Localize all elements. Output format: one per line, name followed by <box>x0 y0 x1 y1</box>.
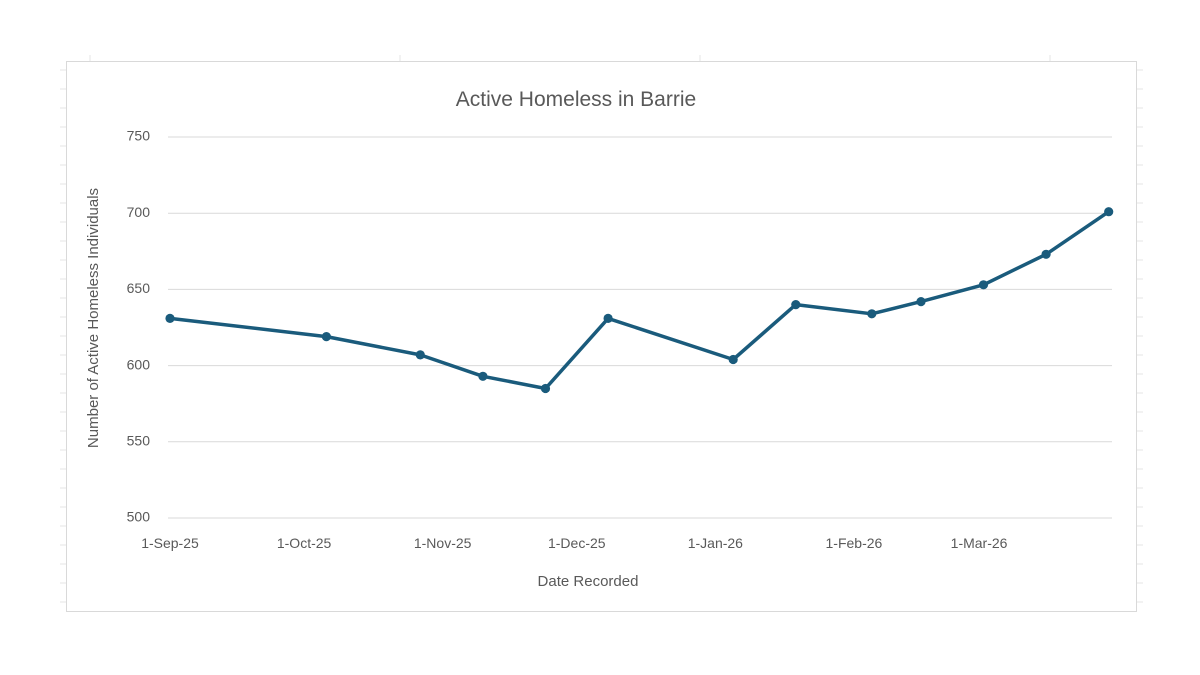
data-point-marker[interactable]: 2026-01-05: 604 <box>728 354 738 365</box>
y-tick-label: 700 <box>127 204 151 220</box>
y-axis-title: Number of Active Homeless Individuals <box>85 188 102 448</box>
y-tick-label: 600 <box>127 356 151 372</box>
data-point-marker[interactable]: 2025-10-27: 607 <box>415 350 425 360</box>
series-layer: 2025-09-01: 631 2025-10-06: 619 2025-10-27… <box>165 207 1114 394</box>
x-tick-label: 1-Jan-26 <box>688 535 743 551</box>
data-point-marker[interactable]: 2025-11-10: 593 <box>478 371 488 381</box>
spreadsheet-grid-ticks <box>60 55 1143 603</box>
data-point-marker[interactable]: 2025-10-06: 619 <box>321 332 331 342</box>
chart-title: Active Homeless in Barrie <box>456 88 696 111</box>
x-axis-title: Date Recorded <box>538 573 639 590</box>
data-point-marker[interactable]: 2026-02-16: 642 <box>916 297 926 307</box>
data-point-marker[interactable]: 2026-01-19: 640 <box>791 300 801 310</box>
series-line[interactable] <box>168 209 1111 391</box>
data-point-marker[interactable]: 2025-09-01: 631 <box>165 313 175 323</box>
y-tick-label: 550 <box>127 433 151 449</box>
data-point-marker[interactable]: 2025-11-24: 585 <box>540 383 551 394</box>
x-tick-label: 1-Dec-25 <box>548 535 606 551</box>
x-tick-label: 1-Sep-25 <box>141 535 199 551</box>
x-tick-label: 1-Nov-25 <box>414 535 472 551</box>
x-tick-label: 1-Oct-25 <box>277 535 332 551</box>
data-point-marker[interactable]: 2026-03-02: 653 <box>978 280 989 290</box>
chart-area[interactable] <box>66 61 1137 612</box>
x-tick-label: 1-Feb-26 <box>826 535 883 551</box>
y-axis-tick-labels: 500 550 600 650 700 750 <box>127 128 151 525</box>
data-point-marker[interactable]: 2025-12-08: 631 <box>603 313 613 323</box>
y-tick-label: 500 <box>127 509 151 525</box>
y-gridlines <box>168 136 1112 519</box>
data-point-marker[interactable]: 2026-03-30: 701 <box>1104 207 1114 217</box>
data-point-marker[interactable]: 2026-03-16: 673 <box>1041 249 1051 259</box>
y-tick-label: 750 <box>127 128 151 144</box>
data-point-marker[interactable]: 2026-02-05: 634 <box>867 309 877 319</box>
x-tick-label: 1-Mar-26 <box>951 535 1008 551</box>
y-tick-label: 650 <box>127 280 151 296</box>
x-axis-tick-labels: 1-Sep-25 1-Oct-25 1-Nov-25 1-Dec-25 1-Jan-26… <box>141 535 1007 551</box>
